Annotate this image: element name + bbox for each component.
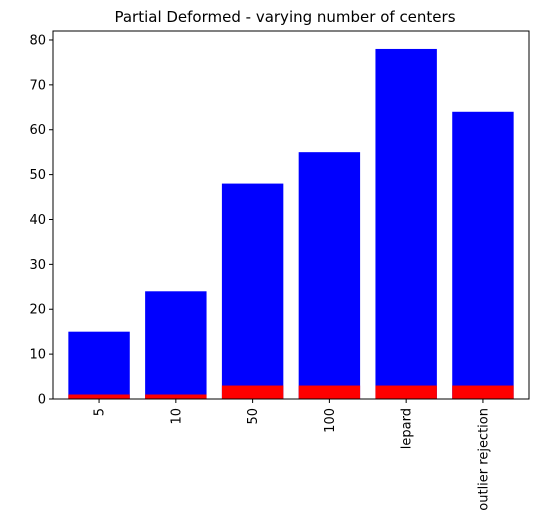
bar-red-10 [145, 394, 207, 399]
bar-blue-5 [68, 331, 130, 399]
y-tick-label: 80 [29, 33, 46, 48]
bar-blue-outlier-rejection [452, 111, 514, 399]
bar-blue-lepard [375, 48, 437, 399]
x-tick-label: 5 [93, 408, 108, 416]
plot-frame [52, 30, 530, 400]
chart-title: Partial Deformed - varying number of cen… [114, 8, 455, 26]
x-tick-label: lepard [400, 408, 415, 449]
bar-red-50 [221, 385, 284, 399]
bar-red-5 [68, 394, 130, 399]
bars-group [68, 48, 514, 399]
x-axis: 5 10 50 100 lepard outlier rejection [93, 399, 491, 511]
x-tick-label: 10 [169, 408, 184, 425]
y-tick-label: 70 [29, 78, 46, 93]
y-tick-label: 20 [29, 303, 46, 318]
y-tick-label: 30 [29, 258, 46, 273]
bar-blue-100 [298, 152, 361, 399]
y-tick-label: 60 [29, 123, 46, 138]
bar-red-lepard [375, 385, 437, 399]
y-tick-label: 0 [38, 393, 46, 408]
x-tick-label: outlier rejection [476, 408, 491, 511]
y-tick-label: 10 [29, 348, 46, 363]
bar-blue-10 [145, 291, 207, 399]
y-tick-label: 50 [29, 168, 46, 183]
y-tick-label: 40 [29, 213, 46, 228]
y-axis: 0 10 20 30 40 50 60 70 80 [29, 33, 53, 408]
x-tick-label: 100 [323, 408, 338, 433]
bar-red-100 [298, 385, 361, 399]
x-tick-label: 50 [246, 408, 261, 425]
bar-blue-50 [221, 183, 284, 399]
bar-red-outlier-rejection [452, 385, 514, 399]
